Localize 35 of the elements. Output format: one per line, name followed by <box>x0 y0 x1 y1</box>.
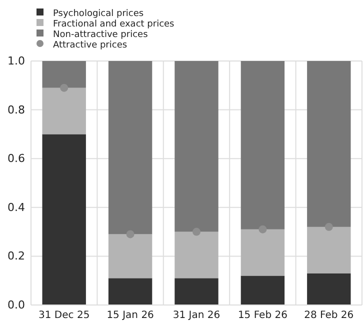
bar <box>174 61 218 232</box>
point <box>324 222 333 231</box>
bar <box>108 278 152 305</box>
point <box>60 84 68 92</box>
bar <box>307 61 351 227</box>
bar <box>108 61 152 234</box>
bar <box>174 278 218 305</box>
bar <box>307 226 351 274</box>
y-tick-label: 1.0 <box>8 54 25 68</box>
x-tick-label: 15 Feb 26 <box>238 310 288 322</box>
legend-label: Fractional and exact prices <box>53 20 175 30</box>
x-tick-label: 15 Jan 26 <box>106 310 154 322</box>
x-tick-label: 28 Feb 26 <box>304 310 354 322</box>
y-tick-label: 0.6 <box>8 152 25 166</box>
y-tick-label: 0.0 <box>8 298 25 312</box>
bar <box>307 273 351 305</box>
point <box>258 225 267 234</box>
y-tick-label: 0.4 <box>8 200 25 214</box>
bar <box>108 234 152 278</box>
bar <box>174 232 218 278</box>
bar <box>42 134 86 305</box>
bar <box>42 61 86 88</box>
x-tick-label: 31 Jan 26 <box>172 310 220 322</box>
bar <box>240 229 285 276</box>
y-tick-label: 0.8 <box>8 103 25 116</box>
y-tick-label: 0.2 <box>8 250 25 263</box>
legend-label: Psychological prices <box>53 9 144 19</box>
legend-label: Non-attractive prices <box>53 30 148 40</box>
point <box>126 230 134 238</box>
bar <box>42 88 86 134</box>
legend-label: Attractive prices <box>53 40 128 50</box>
point <box>192 228 200 236</box>
bar <box>240 61 285 230</box>
x-tick-label: 31 Dec 25 <box>38 310 90 322</box>
bar <box>240 276 285 305</box>
